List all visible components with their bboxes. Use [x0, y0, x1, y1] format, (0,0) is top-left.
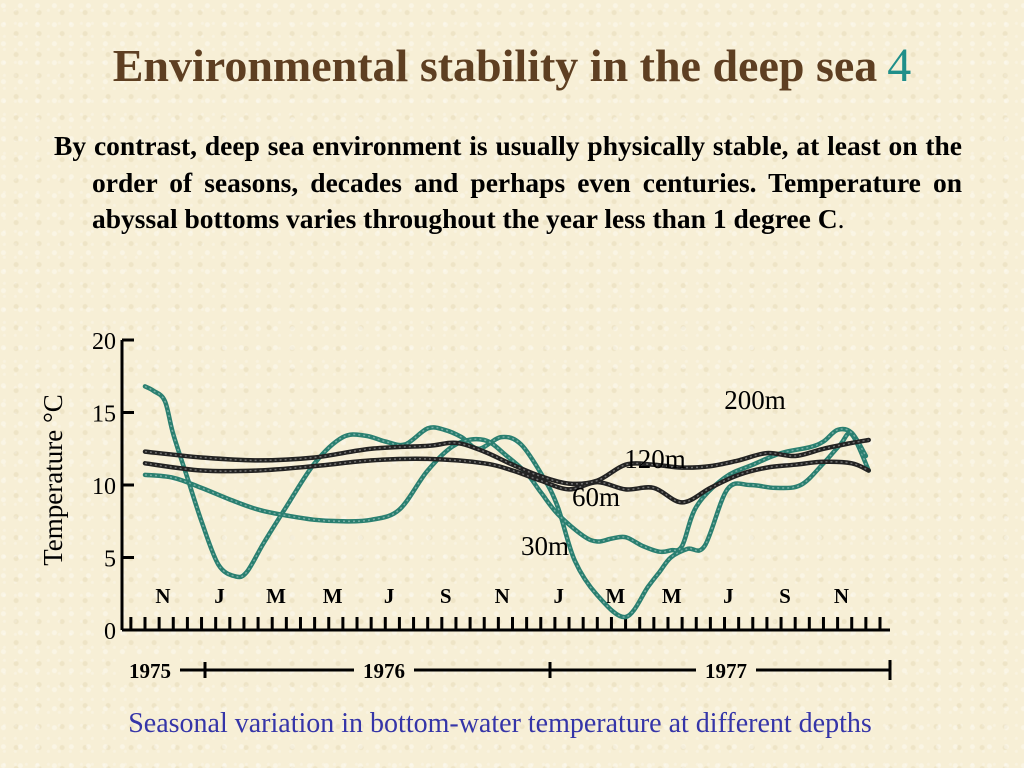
year-label: 1976 [363, 659, 405, 683]
x-month-label: M [605, 584, 625, 608]
series-label-60m: 60m [572, 482, 620, 512]
bullet-text: By contrast, deep sea environment is usu… [54, 130, 962, 234]
series-line-120m-texture [144, 457, 870, 504]
year-label-bg [696, 656, 756, 682]
y-tick-label: 0 [104, 619, 116, 645]
x-month-label: J [723, 584, 734, 608]
x-month-label: N [155, 584, 170, 608]
y-tick-label: 15 [92, 402, 116, 428]
x-month-label: S [779, 584, 791, 608]
x-month-label: N [495, 584, 510, 608]
y-axis-label: Temperature °C [38, 394, 68, 566]
bullet-end: . [837, 203, 845, 234]
x-month-label: J [554, 584, 565, 608]
x-month-label: J [214, 584, 225, 608]
slide-title: Environmental stability in the deep sea 4 [0, 38, 1024, 93]
series-line-30m-texture [144, 385, 870, 618]
x-month-label: M [662, 584, 682, 608]
series-line-60m-texture [144, 428, 867, 553]
year-label: 1975 [129, 659, 171, 683]
series-line-120m [142, 456, 871, 505]
x-month-label: J [384, 584, 395, 608]
year-label-bg [120, 656, 180, 682]
series-line-200m [142, 437, 871, 487]
figure-caption: Seasonal variation in bottom-water tempe… [128, 708, 872, 739]
series-line-60m [142, 426, 869, 555]
y-tick-label: 20 [92, 329, 116, 355]
bullet-paragraph: By contrast, deep sea environment is usu… [54, 128, 962, 238]
series-label-30m: 30m [521, 531, 569, 561]
y-tick-label: 5 [104, 547, 116, 573]
x-month-label: M [266, 584, 286, 608]
series-line-30m [142, 384, 871, 620]
title-text: Environmental stability in the deep sea [112, 40, 878, 91]
year-label-bg [354, 656, 414, 682]
x-month-label: M [323, 584, 343, 608]
x-month-label: N [834, 584, 849, 608]
title-number: 4 [887, 39, 912, 92]
y-tick-label: 10 [92, 474, 116, 500]
year-label: 1977 [705, 659, 747, 683]
series-line-200m-texture [144, 439, 869, 485]
x-month-label: S [440, 584, 452, 608]
series-label-200m: 200m [724, 385, 786, 415]
series-label-120m: 120m [624, 444, 686, 474]
